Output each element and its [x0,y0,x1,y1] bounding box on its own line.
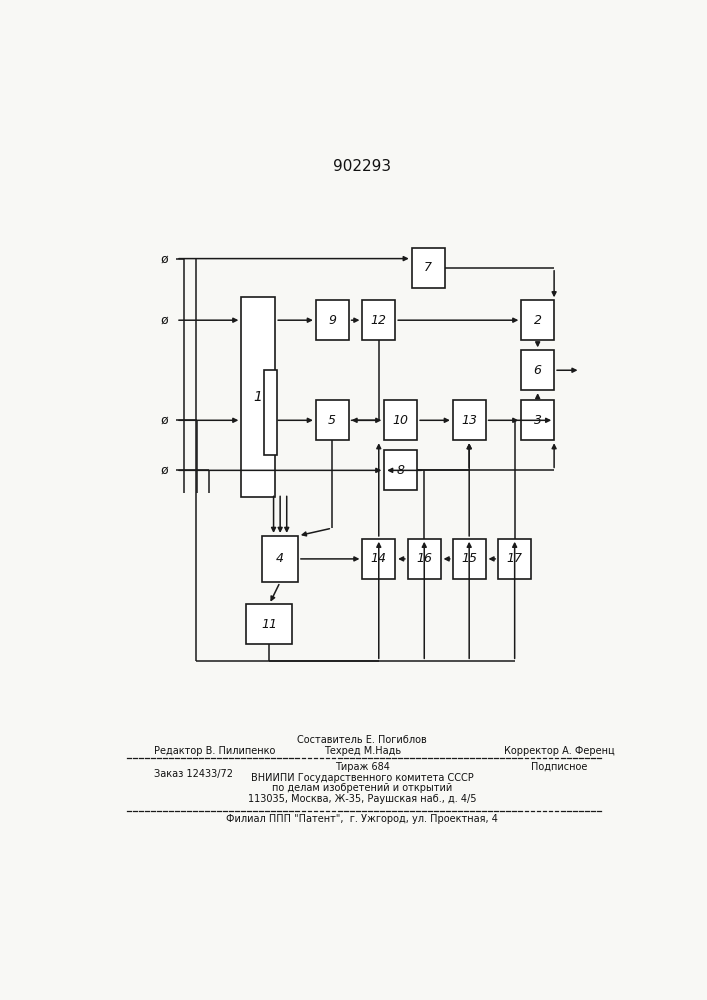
FancyBboxPatch shape [262,536,298,582]
Text: ø: ø [160,464,168,477]
FancyBboxPatch shape [385,450,417,490]
Text: 3: 3 [534,414,542,427]
FancyBboxPatch shape [241,297,275,497]
Text: Составитель Е. Погиблов: Составитель Е. Погиблов [298,735,427,745]
Text: Редактор В. Пилипенко: Редактор В. Пилипенко [154,746,276,756]
Text: Тираж 684: Тираж 684 [335,762,390,772]
Text: 1: 1 [254,390,263,404]
Text: 902293: 902293 [333,159,392,174]
Text: 11: 11 [261,618,277,631]
Text: 8: 8 [397,464,404,477]
FancyBboxPatch shape [452,400,486,440]
Text: 4: 4 [276,552,284,565]
Text: ВНИИПИ Государственного комитета СССР: ВНИИПИ Государственного комитета СССР [251,773,474,783]
Text: 5: 5 [328,414,337,427]
FancyBboxPatch shape [316,400,349,440]
FancyBboxPatch shape [521,300,554,340]
Text: 13: 13 [461,414,477,427]
Text: Техред М.Надь: Техред М.Надь [324,746,401,756]
Text: по делам изобретений и открытий: по делам изобретений и открытий [272,783,452,793]
Text: 6: 6 [534,364,542,377]
FancyBboxPatch shape [316,300,349,340]
FancyBboxPatch shape [411,248,445,288]
Text: 17: 17 [507,552,522,565]
Text: 2: 2 [534,314,542,327]
Text: 9: 9 [328,314,337,327]
FancyBboxPatch shape [521,350,554,390]
Text: Подписное: Подписное [532,762,588,772]
Text: 113035, Москва, Ж-35, Раушская наб., д. 4/5: 113035, Москва, Ж-35, Раушская наб., д. … [248,794,477,804]
Text: ø: ø [160,252,168,265]
Text: 15: 15 [461,552,477,565]
Text: Филиал ППП "Патент",  г. Ужгород, ул. Проектная, 4: Филиал ППП "Патент", г. Ужгород, ул. Про… [226,814,498,824]
FancyBboxPatch shape [408,539,440,579]
FancyBboxPatch shape [363,539,395,579]
Text: 10: 10 [392,414,409,427]
Text: ø: ø [160,414,168,427]
Text: ø: ø [160,314,168,327]
Text: 14: 14 [370,552,387,565]
FancyBboxPatch shape [264,370,277,455]
Text: Заказ 12433/72: Заказ 12433/72 [154,770,233,780]
Text: 12: 12 [370,314,387,327]
Text: 7: 7 [424,261,432,274]
FancyBboxPatch shape [498,539,531,579]
FancyBboxPatch shape [246,604,293,644]
FancyBboxPatch shape [363,300,395,340]
Text: Корректор А. Ференц: Корректор А. Ференц [504,746,615,756]
FancyBboxPatch shape [452,539,486,579]
FancyBboxPatch shape [385,400,417,440]
FancyBboxPatch shape [521,400,554,440]
Text: 16: 16 [416,552,432,565]
